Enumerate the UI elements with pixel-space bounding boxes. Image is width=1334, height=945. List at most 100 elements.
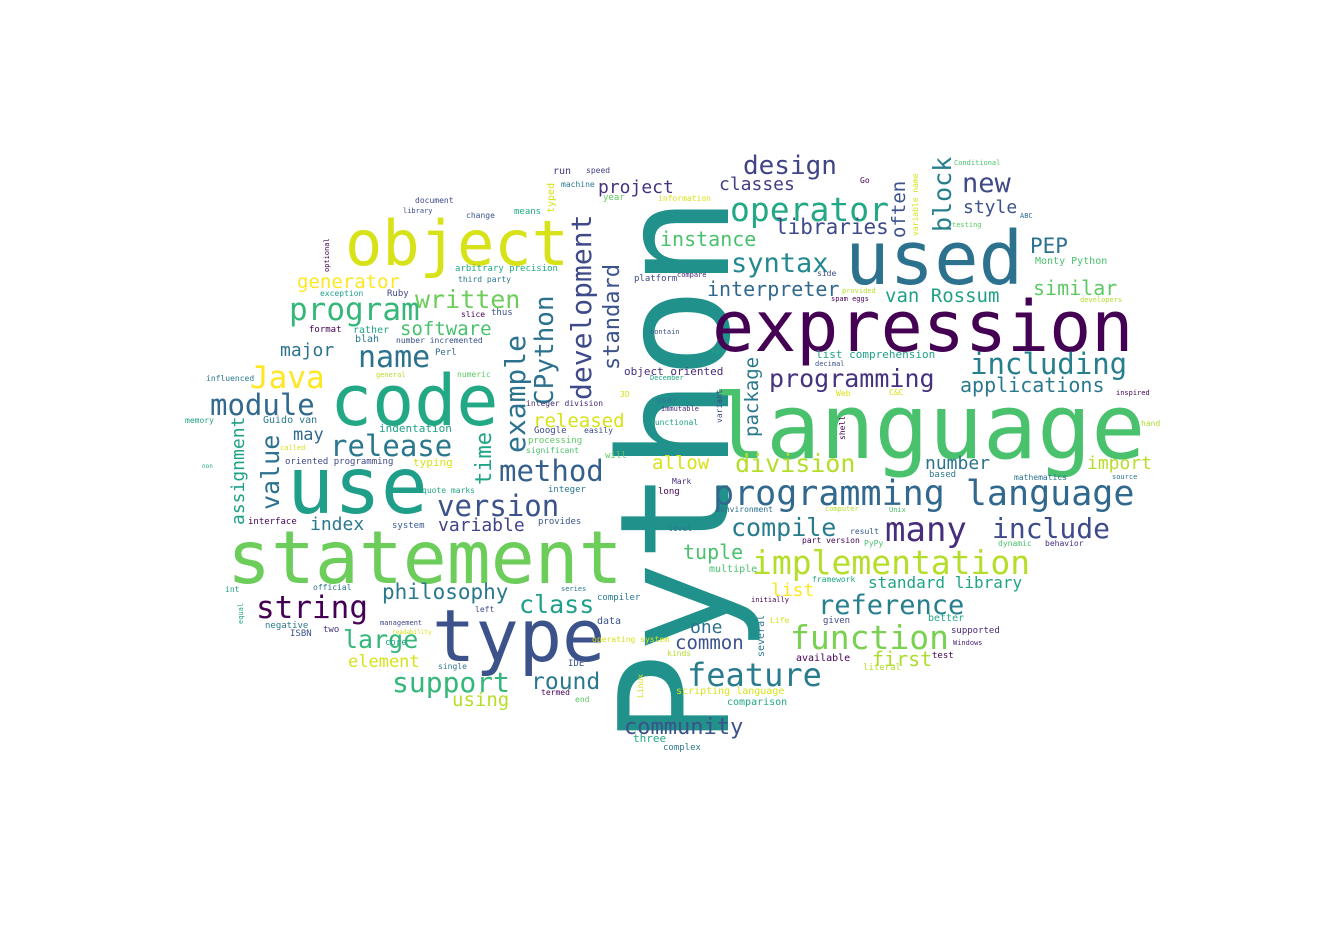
word-left: left	[475, 605, 495, 614]
word-class: class	[519, 590, 595, 619]
word-comparison: comparison	[727, 697, 788, 708]
word-format: format	[309, 325, 342, 335]
word-integer: integer	[548, 485, 586, 495]
word-style: style	[963, 197, 1018, 218]
word-ide: IDE	[568, 659, 585, 669]
word-unix: Unix	[889, 506, 906, 514]
word-int: int	[225, 585, 240, 594]
word-environment: environment	[720, 505, 773, 514]
word-operator: operator	[730, 190, 889, 229]
word-framework: framework	[812, 575, 856, 584]
word-interface: interface	[248, 517, 297, 527]
word-new: new	[962, 168, 1011, 199]
word-generator: generator	[297, 271, 400, 293]
word-interpreter: interpreter	[707, 277, 840, 301]
word-including: including	[970, 347, 1128, 381]
word-number: number	[925, 453, 991, 474]
word-document: document	[415, 196, 454, 205]
word-mark: Mark	[672, 477, 692, 486]
word-round: round	[531, 669, 601, 695]
word-instance: instance	[660, 227, 757, 251]
word-standard: standard	[600, 264, 625, 370]
word-testing: testing	[952, 221, 982, 229]
word-speed: speed	[586, 166, 611, 175]
word-version: version	[437, 489, 560, 523]
word-object-oriented: object oriented	[624, 365, 724, 378]
word-two: two	[323, 625, 340, 635]
word-inspired: inspired	[1116, 389, 1150, 397]
word-easily: easily	[584, 426, 613, 435]
word-significant: significant	[526, 446, 579, 455]
word-method: method	[499, 454, 604, 488]
word-typing: typing	[413, 456, 453, 469]
word-optional: optional	[323, 238, 331, 272]
word-allow: allow	[652, 452, 710, 474]
word-support: support	[392, 666, 511, 699]
word-list-comprehension: list comprehension	[816, 348, 936, 361]
word-change: change	[466, 211, 495, 220]
word-first: first	[872, 647, 933, 671]
word-source: source	[1112, 473, 1138, 481]
word-string: string	[256, 590, 368, 626]
word-pypy: PyPy	[864, 539, 884, 548]
word-conditional: Conditional	[954, 159, 1001, 167]
word-use: use	[287, 442, 428, 532]
word-machine: machine	[561, 180, 595, 189]
word-provides: provides	[538, 517, 582, 527]
word-third-party: third party	[458, 275, 511, 284]
word-termed: termed	[541, 688, 570, 697]
word-thus: thus	[491, 308, 513, 318]
word-life: Life	[770, 616, 790, 625]
word-pep: PEP	[1030, 234, 1068, 258]
word-perl: Perl	[435, 348, 457, 358]
word-variant: variant	[715, 389, 724, 423]
word-release: release	[330, 429, 453, 463]
word-based: based	[929, 470, 957, 480]
word-platform: platform	[634, 274, 678, 284]
word-expression: expression	[712, 286, 1134, 368]
word-example: example	[499, 334, 532, 453]
word-will: will	[605, 451, 627, 461]
word-import: import	[1087, 453, 1153, 474]
word-major: major	[280, 340, 335, 361]
word-better: better	[928, 613, 965, 624]
word-java: Java	[250, 360, 325, 396]
word-programming: programming	[769, 364, 935, 393]
word-blah: blah	[355, 334, 380, 345]
word-development: development	[565, 214, 598, 400]
word-run: run	[553, 166, 572, 177]
word-three: three	[633, 732, 667, 745]
word-web: Web	[836, 389, 851, 398]
word-decimal: decimal	[815, 360, 845, 368]
word-monty-python: Monty Python	[1035, 256, 1108, 267]
word-general: general	[376, 371, 406, 379]
word-quote-marks: quote marks	[422, 486, 475, 495]
word-negative: negative	[265, 621, 309, 631]
word-variable: variable	[438, 515, 525, 536]
word-windows: Windows	[953, 639, 983, 647]
word-tuple: tuple	[683, 540, 744, 564]
word-integer-division: integer division	[526, 399, 604, 408]
word-compare: compare	[677, 271, 707, 279]
word-value: value	[256, 434, 285, 510]
word-spam-eggs: spam eggs	[831, 295, 869, 303]
word-large: large	[343, 625, 419, 654]
word-test: test	[932, 651, 954, 661]
word-level: level	[668, 524, 693, 533]
word-data: data	[597, 616, 622, 627]
word-libraries: libraries	[775, 215, 889, 239]
word-written: written	[415, 285, 521, 314]
word-similar: similar	[1033, 276, 1118, 300]
word-supported: supported	[951, 626, 1000, 636]
word-software: software	[400, 318, 492, 340]
word-influenced: influenced	[206, 374, 255, 383]
word-available: available	[796, 653, 851, 664]
word-language: language	[712, 375, 1146, 480]
word-common: common	[675, 632, 744, 654]
word-kinds: kinds	[667, 649, 692, 658]
word-core: core	[385, 638, 407, 648]
word-numeric: numeric	[457, 370, 491, 379]
word-object: object	[345, 207, 569, 280]
word-means: means	[514, 207, 542, 217]
word-syntax: syntax	[731, 248, 829, 279]
